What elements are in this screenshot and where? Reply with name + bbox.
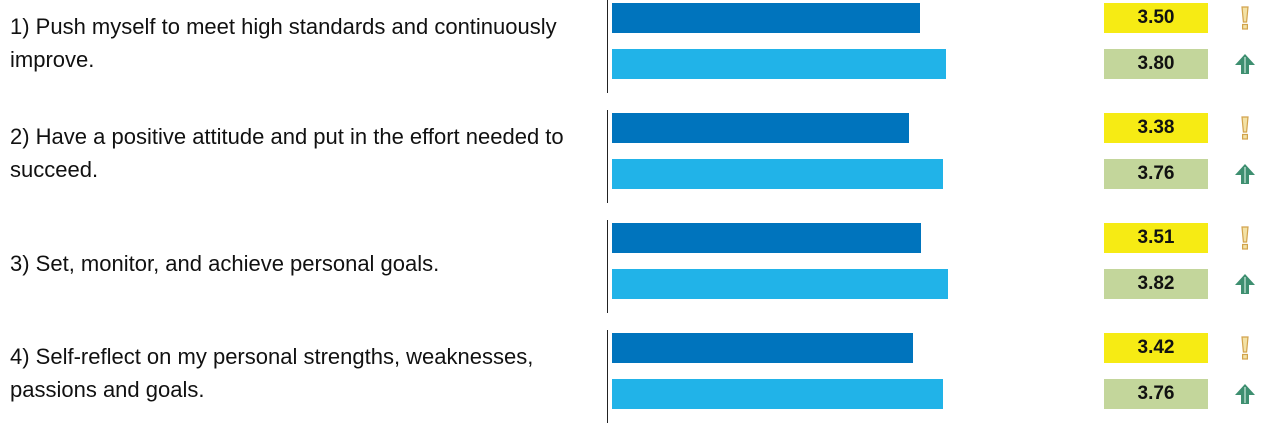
category-axis-line — [607, 220, 608, 313]
category-label: 1) Push myself to meet high standards an… — [10, 14, 557, 72]
value-label: 3.38 — [1104, 113, 1208, 143]
bar — [612, 379, 943, 409]
value-label: 3.80 — [1104, 49, 1208, 79]
chart-row: 1) Push myself to meet high standards an… — [0, 0, 1275, 93]
chart-row: 3) Set, monitor, and achieve personal go… — [0, 220, 1275, 313]
bar — [612, 333, 913, 363]
bar — [612, 269, 948, 299]
bar — [612, 3, 920, 33]
exclamation-icon — [1230, 333, 1260, 363]
category-axis-line — [607, 330, 608, 423]
chart-row: 2) Have a positive attitude and put in t… — [0, 110, 1275, 203]
up-arrow-icon — [1230, 159, 1260, 189]
chart-row: 4) Self-reflect on my personal strengths… — [0, 330, 1275, 423]
bar — [612, 159, 943, 189]
bar — [612, 113, 909, 143]
value-label: 3.50 — [1104, 3, 1208, 33]
value-label: 3.42 — [1104, 333, 1208, 363]
up-arrow-icon — [1230, 49, 1260, 79]
value-label: 3.82 — [1104, 269, 1208, 299]
exclamation-icon — [1230, 3, 1260, 33]
value-label: 3.76 — [1104, 159, 1208, 189]
bar — [612, 49, 946, 79]
exclamation-icon — [1230, 113, 1260, 143]
exclamation-icon — [1230, 223, 1260, 253]
category-label: 2) Have a positive attitude and put in t… — [10, 124, 564, 182]
value-label: 3.51 — [1104, 223, 1208, 253]
category-label: 3) Set, monitor, and achieve personal go… — [10, 250, 440, 276]
category-label: 4) Self-reflect on my personal strengths… — [10, 344, 534, 402]
category-axis-line — [607, 0, 608, 93]
bar — [612, 223, 921, 253]
value-label: 3.76 — [1104, 379, 1208, 409]
category-axis-line — [607, 110, 608, 203]
up-arrow-icon — [1230, 379, 1260, 409]
up-arrow-icon — [1230, 269, 1260, 299]
